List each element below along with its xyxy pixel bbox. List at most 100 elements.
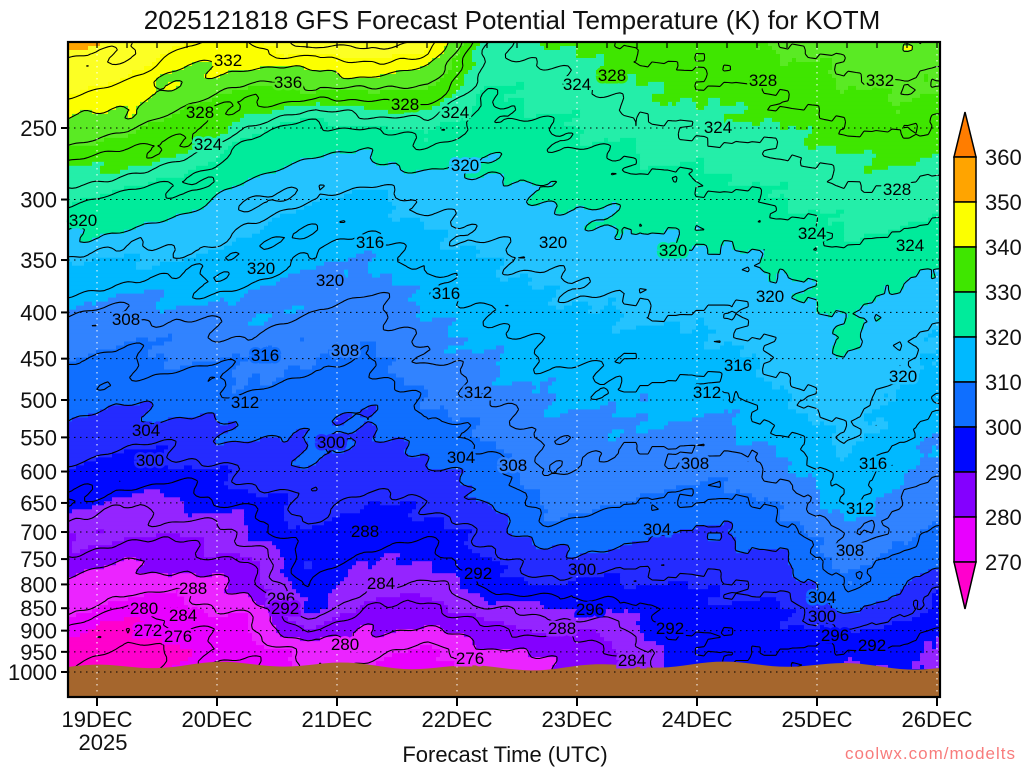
y-tick-label: 550 — [20, 425, 57, 450]
contour-label: 312 — [846, 499, 874, 518]
contour-label: 272 — [134, 621, 162, 640]
y-tick-label: 800 — [20, 572, 57, 597]
x-tick-label: 24DEC — [662, 707, 733, 732]
contour-label: 292 — [271, 599, 299, 618]
gridlines — [68, 42, 940, 697]
contour-label: 308 — [112, 310, 140, 329]
contour-label: 320 — [451, 156, 479, 175]
y-tick-label: 300 — [20, 188, 57, 213]
colorbar-label: 320 — [985, 325, 1022, 350]
contour-label: 328 — [598, 66, 626, 85]
colorbar-label: 360 — [985, 145, 1022, 170]
contour-label: 308 — [836, 541, 864, 560]
y-tick-label: 1000 — [8, 660, 57, 685]
colorbar-segment — [953, 246, 977, 293]
colorbar-label: 300 — [985, 415, 1022, 440]
ground-surface — [68, 661, 940, 697]
contour-label: 332 — [866, 71, 894, 90]
colorbar-segment — [953, 516, 977, 563]
contour-label: 320 — [539, 233, 567, 252]
y-tick-label: 750 — [20, 547, 57, 572]
axes: 2503003504004505005506006507007508008509… — [8, 40, 973, 755]
colorbar-segment — [953, 201, 977, 248]
y-tick-label: 450 — [20, 347, 57, 372]
y-tick-label: 700 — [20, 520, 57, 545]
contour-label: 304 — [447, 448, 475, 467]
contour-label: 288 — [351, 522, 379, 541]
colorbar-label: 350 — [985, 190, 1022, 215]
contour-label: 296 — [576, 600, 604, 619]
contour-label: 288 — [179, 579, 207, 598]
contour-label: 312 — [231, 393, 259, 412]
contour-label: 312 — [464, 383, 492, 402]
x-tick-label: 20DEC — [182, 707, 253, 732]
fill-bands — [68, 42, 941, 698]
colorbar-label: 340 — [985, 235, 1022, 260]
y-tick-label: 350 — [20, 248, 57, 273]
colorbar-label: 270 — [985, 550, 1022, 575]
contour-label: 328 — [391, 95, 419, 114]
contour-label: 308 — [681, 454, 709, 473]
contour-label: 324 — [896, 236, 924, 255]
contour-label: 332 — [214, 51, 242, 70]
contour-label: 296 — [821, 626, 849, 645]
colorbar-below-arrow — [953, 561, 977, 610]
contour-lines — [67, 41, 941, 698]
contour-label: 300 — [808, 607, 836, 626]
y-tick-label: 950 — [20, 640, 57, 665]
contour-label: 320 — [756, 287, 784, 306]
contour-label: 300 — [136, 451, 164, 470]
contour-label: 320 — [889, 367, 917, 386]
contour-label: 292 — [858, 636, 886, 655]
colorbar-segment — [953, 156, 977, 203]
contour-label: 308 — [331, 341, 359, 360]
colorbar: 360 350 340 330 320 310 300 290 280 270 — [953, 111, 1022, 610]
x-axis-year: 2025 — [79, 730, 128, 755]
contour-label: 320 — [247, 259, 275, 278]
contour-label: 316 — [251, 346, 279, 365]
x-tick-label: 21DEC — [302, 707, 373, 732]
y-tick-label: 600 — [20, 460, 57, 485]
contour-label: 324 — [441, 103, 469, 122]
contour-label: 336 — [274, 73, 302, 92]
contour-label: 324 — [563, 75, 591, 94]
contour-label: 320 — [69, 211, 97, 230]
colorbar-segment — [953, 426, 977, 473]
colorbar-segment — [953, 381, 977, 428]
contour-label: 312 — [693, 383, 721, 402]
chart-title: 2025121818 GFS Forecast Potential Temper… — [143, 5, 881, 35]
contour-label: 308 — [499, 456, 527, 475]
contour-label: 280 — [130, 599, 158, 618]
contour-label: 328 — [883, 180, 911, 199]
x-tick-label: 23DEC — [542, 707, 613, 732]
contour-label: 276 — [456, 649, 484, 668]
colorbar-segment — [953, 336, 977, 383]
contour-label: 300 — [317, 433, 345, 452]
y-tick-label: 250 — [20, 116, 57, 141]
contour-label: 304 — [132, 421, 160, 440]
contour-label: 284 — [618, 651, 646, 670]
contour-label: 300 — [568, 560, 596, 579]
x-tick-label: 22DEC — [422, 707, 493, 732]
y-tick-label: 650 — [20, 491, 57, 516]
y-tick-label: 900 — [20, 619, 57, 644]
contour-label: 324 — [798, 224, 826, 243]
x-axis-title: Forecast Time (UTC) — [402, 742, 608, 767]
contour-label: 304 — [643, 520, 671, 539]
contour-label: 296 — [267, 589, 295, 608]
contour-labels: 3203083323363283243203203163123043003083… — [66, 49, 926, 673]
contour-label: 292 — [464, 564, 492, 583]
contour-label: 276 — [164, 627, 192, 646]
contour-label: 292 — [656, 619, 684, 638]
contour-label: 288 — [548, 619, 576, 638]
contour-label: 324 — [194, 135, 222, 154]
x-tick-label: 25DEC — [782, 707, 853, 732]
contour-label: 316 — [432, 284, 460, 303]
colorbar-label: 310 — [985, 370, 1022, 395]
contour-label: 316 — [724, 356, 752, 375]
contour-label: 304 — [808, 588, 836, 607]
contour-label: 320 — [316, 271, 344, 290]
contour-label: 320 — [659, 241, 687, 260]
